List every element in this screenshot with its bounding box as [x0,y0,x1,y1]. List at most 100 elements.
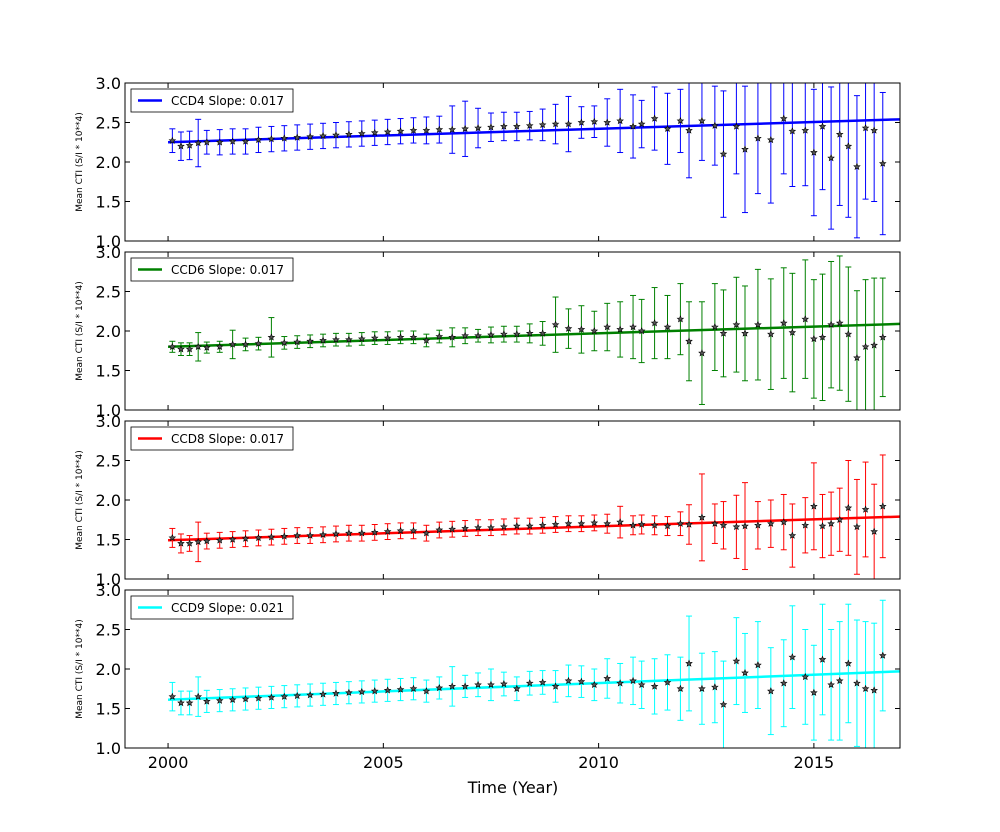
data-point [650,521,659,529]
data-point [500,122,508,130]
data-point [577,325,586,333]
data-point [241,534,250,542]
fit-line-ccd9 [168,670,900,702]
data-point [767,687,775,695]
data-point [853,679,861,687]
data-point [767,135,775,144]
data-point [267,135,276,143]
data-point [629,122,637,130]
data-point [177,345,185,353]
data-point [319,530,327,538]
data-point [741,668,749,677]
y-tick-label: 2.0 [96,491,121,510]
data-point [835,130,844,138]
data-point [818,122,827,130]
data-point [835,676,844,685]
data-point [332,131,340,139]
y-tick-label: 1.0 [96,401,121,420]
data-point [844,659,853,667]
y-tick-label: 2.0 [96,153,121,172]
data-point [818,522,827,530]
data-point [844,142,853,150]
data-point [228,137,237,145]
data-point [345,529,353,537]
data-point [241,137,250,145]
data-point [551,120,560,128]
data-point [564,676,573,685]
data-point [685,520,693,528]
data-point [306,691,314,699]
data-point [500,680,508,688]
data-point [827,519,835,527]
data-point [254,694,263,702]
data-point [422,336,431,344]
legend-label: CCD6 Slope: 0.017 [171,263,284,277]
x-tick-label: 2010 [578,753,619,772]
data-point [185,698,194,707]
data-point [203,138,211,146]
data-point [396,333,405,341]
data-point [396,685,405,693]
data-point [577,519,586,527]
data-point [732,320,741,328]
data-point [603,519,612,527]
data-point [685,659,693,667]
data-point [616,116,624,125]
data-point [810,148,818,156]
data-point [358,334,366,343]
legend-box [130,88,294,113]
data-point [241,695,250,703]
data-point [306,531,314,539]
data-point [319,336,327,344]
data-point [409,684,418,692]
data-point [358,129,366,137]
data-point [448,525,457,533]
data-point [663,522,672,530]
y-tick-label: 1.5 [96,531,121,550]
data-point [754,320,762,328]
data-point [448,682,457,690]
data-point [878,333,887,341]
data-point [383,686,392,694]
x-tick-label: 2015 [794,753,835,772]
data-point [779,679,788,687]
data-point [835,515,844,523]
data-point [861,342,870,351]
data-point [564,324,573,332]
y-tick-label: 2.0 [96,660,121,679]
data-point [203,343,211,351]
data-point [422,529,431,537]
data-point [538,120,547,129]
data-point [267,333,276,341]
data-point [637,520,646,528]
data-point [280,532,289,540]
fit-line-ccd8 [168,515,900,542]
x-tick-label: 2005 [363,753,404,772]
data-point [293,133,302,141]
data-point [254,533,263,542]
data-point [241,340,250,348]
x-axis-label: Time (Year) [467,778,559,797]
data-point [551,320,560,328]
data-point [870,341,878,349]
data-point [779,319,788,327]
data-point [754,661,762,669]
data-point [810,502,818,510]
data-point [194,537,202,546]
data-point [629,323,637,331]
data-point [319,131,327,140]
data-point [603,674,612,682]
data-point [500,522,508,531]
data-point [551,520,560,528]
data-point [637,680,646,689]
data-point [293,691,302,700]
data-point [461,524,469,532]
data-point [788,328,797,336]
data-point [827,320,835,328]
data-point [779,114,788,122]
data-point [525,522,534,530]
data-point [732,122,741,130]
y-tick-label: 1.0 [96,739,121,758]
legend-label: CCD9 Slope: 0.021 [171,601,284,615]
data-point [698,116,706,125]
